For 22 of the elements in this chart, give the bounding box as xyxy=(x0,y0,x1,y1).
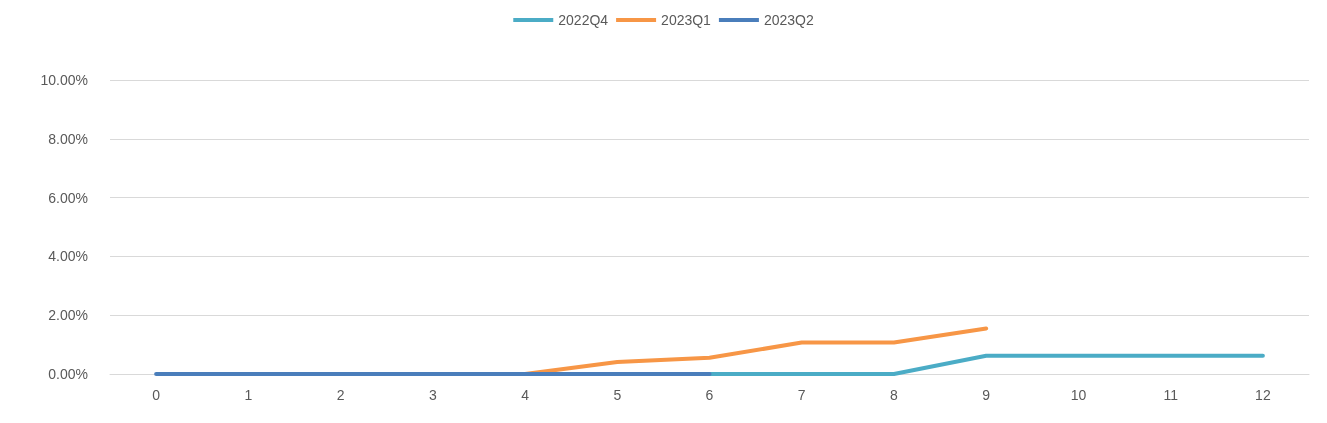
y-tick-label: 0.00% xyxy=(48,366,88,382)
x-tick-label: 10 xyxy=(1070,387,1087,403)
y-tick-label: 8.00% xyxy=(48,130,88,147)
legend-label: 2023Q2 xyxy=(763,12,814,28)
x-tick-label: 5 xyxy=(613,387,622,403)
y-tick-label: 2.00% xyxy=(48,307,88,324)
legend-label: 2023Q1 xyxy=(661,12,712,28)
x-tick-label: 12 xyxy=(1255,387,1271,403)
x-tick-label: 1 xyxy=(244,387,253,403)
y-tick-label: 10.00% xyxy=(40,72,88,88)
x-tick-label: 6 xyxy=(705,387,714,403)
x-tick-label: 11 xyxy=(1163,387,1179,403)
x-tick-label: 3 xyxy=(428,387,437,403)
y-tick-label: 4.00% xyxy=(48,248,88,265)
x-tick-label: 9 xyxy=(982,387,991,403)
x-tick-label: 4 xyxy=(521,387,530,403)
x-tick-label: 0 xyxy=(152,387,161,403)
x-tick-label: 2 xyxy=(336,387,345,403)
y-tick-label: 6.00% xyxy=(48,189,88,206)
x-tick-label: 8 xyxy=(890,387,899,403)
legend-label: 2022Q4 xyxy=(558,12,609,28)
x-tick-label: 7 xyxy=(797,387,806,403)
